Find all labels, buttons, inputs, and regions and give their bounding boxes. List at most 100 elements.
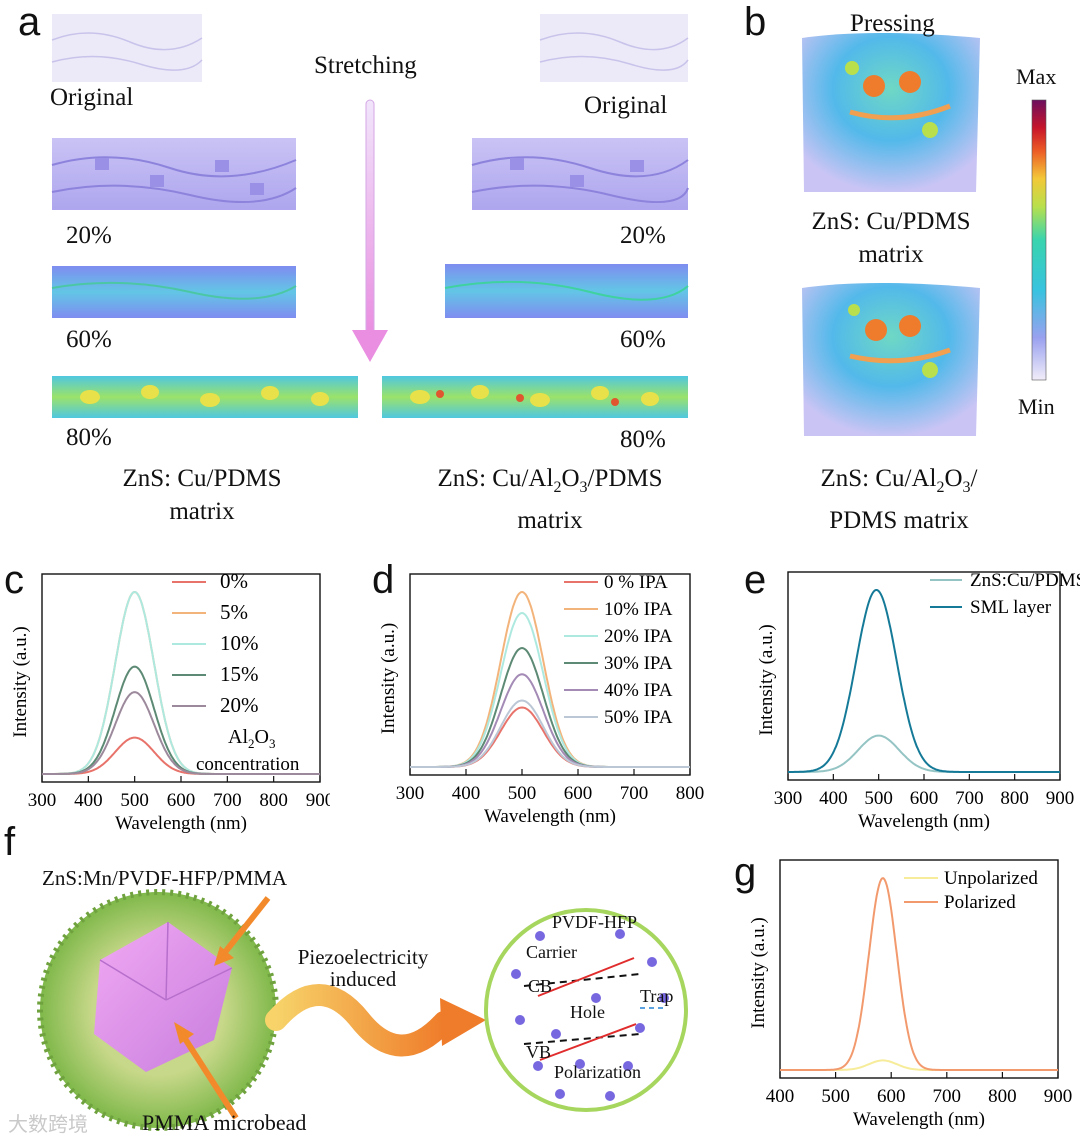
legend-label: 30% IPA xyxy=(604,653,673,674)
core-pointer-arrow xyxy=(179,1032,239,1120)
x-tick-label: 900 xyxy=(306,790,330,811)
panel-label-c: c xyxy=(4,558,24,602)
panel-b-top-caption: ZnS: Cu/PDMS matrix xyxy=(811,208,971,268)
inset-trap: Trap xyxy=(640,986,674,1006)
legend-label: Polarized xyxy=(944,892,1016,913)
strip-20-left xyxy=(52,138,296,210)
y-axis-label: Intensity (a.u.) xyxy=(756,624,777,735)
series-line-c-4 xyxy=(42,691,320,775)
core-label: PMMA microbead xyxy=(142,1110,307,1135)
left-60-label: 60% xyxy=(66,326,112,353)
particle xyxy=(863,75,885,97)
panel-a-figure xyxy=(51,14,689,418)
right-original-label: Original xyxy=(584,92,668,119)
particle xyxy=(865,319,887,341)
stretching-label: Stretching xyxy=(314,52,417,79)
left-20-label: 20% xyxy=(66,222,112,249)
x-tick-label: 700 xyxy=(620,783,649,804)
x-tick-label: 300 xyxy=(774,788,803,809)
particle xyxy=(899,71,921,93)
stretching-arrow xyxy=(365,99,375,336)
series-line-d-5 xyxy=(410,699,690,768)
piezo-label: Piezoelectricity induced xyxy=(297,945,429,991)
legend-label: SML layer xyxy=(970,597,1052,618)
x-tick-label: 400 xyxy=(819,788,848,809)
x-tick-label: 500 xyxy=(120,790,149,811)
panel-label-b: b xyxy=(744,0,767,44)
inset-pvdf: PVDF-HFP xyxy=(552,912,638,932)
left-original-label: Original xyxy=(50,84,134,111)
shell-pointer-arrow xyxy=(219,896,271,958)
legend-label: 15% xyxy=(220,662,259,686)
legend-label: 40% IPA xyxy=(604,680,673,701)
x-tick-label: 800 xyxy=(259,790,288,811)
particle xyxy=(899,315,921,337)
y-axis-label: Intensity (a.u.) xyxy=(10,626,31,737)
legend-label: 20% IPA xyxy=(604,626,673,647)
legend-label: 10% xyxy=(220,631,259,655)
x-tick-label: 700 xyxy=(955,788,984,809)
series-line-g-1 xyxy=(780,877,1058,1071)
shell-label: ZnS:Mn/PVDF-HFP/PMMA xyxy=(42,866,288,890)
left-80-label: 80% xyxy=(66,424,112,451)
plot-frame xyxy=(409,573,691,776)
strip-60-right xyxy=(445,264,688,318)
legend-label: 20% xyxy=(220,693,259,717)
x-tick-label: 600 xyxy=(877,1086,906,1107)
chart-d: 300 400 500 600 700 800 Wavelength (nm) Intensi… xyxy=(378,572,704,827)
inset-carrier: Carrier xyxy=(526,942,577,962)
x-tick-label: 700 xyxy=(933,1086,962,1107)
inset-hole: Hole xyxy=(570,1002,605,1022)
chart-e: 300 400 500 600 700 800 900 Wavelength (nm) Inte… xyxy=(756,570,1080,832)
x-axis-label: Wavelength (nm) xyxy=(115,813,247,834)
x-tick-label: 300 xyxy=(28,790,57,811)
panel-b-figure xyxy=(802,33,1047,436)
x-tick-label: 400 xyxy=(766,1086,795,1107)
legend-title-line2: concentration xyxy=(196,754,300,775)
panel-label-d: d xyxy=(372,558,395,602)
x-axis-label: Wavelength (nm) xyxy=(853,1109,985,1130)
y-axis-label: Intensity (a.u.) xyxy=(378,623,399,734)
inset-vb: VB xyxy=(526,1042,552,1062)
x-tick-label: 500 xyxy=(864,788,893,809)
series-line-e-1 xyxy=(788,589,1060,773)
series-line-e-0 xyxy=(788,734,1060,773)
stretching-arrow-head xyxy=(352,330,388,362)
panel-label-f: f xyxy=(4,820,16,864)
legend-label: 0% xyxy=(220,569,248,593)
legend-label: ZnS:Cu/PDMS xyxy=(970,570,1080,591)
x-tick-label: 400 xyxy=(452,783,481,804)
legend-label: 0 % IPA xyxy=(604,572,668,593)
panel-a-right-caption: ZnS: Cu/Al2O3/PDMS matrix xyxy=(437,465,663,534)
pressing-label: Pressing xyxy=(850,10,935,37)
x-tick-label: 300 xyxy=(396,783,425,804)
x-axis-label: Wavelength (nm) xyxy=(484,806,616,827)
colorbar xyxy=(1031,99,1047,381)
x-tick-label: 800 xyxy=(988,1086,1017,1107)
panel-b-bottom-caption: ZnS: Cu/Al2O3/ PDMS matrix xyxy=(820,465,978,534)
panel-f-figure xyxy=(37,889,688,1131)
pressing-block-top xyxy=(802,33,980,192)
x-tick-label: 600 xyxy=(167,790,196,811)
strip-20-right xyxy=(472,138,688,210)
mechanism-inset xyxy=(484,908,688,1112)
strip-60-left xyxy=(52,266,296,318)
watermark: 大数跨境 xyxy=(8,1112,88,1136)
right-80-label: 80% xyxy=(620,426,666,453)
x-tick-label: 500 xyxy=(821,1086,850,1107)
right-20-label: 20% xyxy=(620,222,666,249)
inset-polarization: Polarization xyxy=(554,1062,641,1082)
legend-label: Unpolarized xyxy=(944,868,1038,889)
chart-g: 400 500 600 700 800 900 Wavelength (nm) Intensi… xyxy=(748,859,1072,1130)
legend-label: 5% xyxy=(220,600,248,624)
inset-cb: CB xyxy=(528,976,553,996)
panel-a-left-caption: ZnS: Cu/PDMS matrix xyxy=(122,465,282,525)
panel-label-e: e xyxy=(744,558,767,602)
x-tick-label: 500 xyxy=(508,783,537,804)
legend-label: 50% IPA xyxy=(604,707,673,728)
panel-label-g: g xyxy=(734,850,757,894)
right-60-label: 60% xyxy=(620,326,666,353)
chart-c: 300 400 500 600 700 800 900 Wavelength (nm) Inte… xyxy=(10,569,330,834)
plot-frame xyxy=(779,859,1059,1079)
x-tick-label: 600 xyxy=(910,788,939,809)
